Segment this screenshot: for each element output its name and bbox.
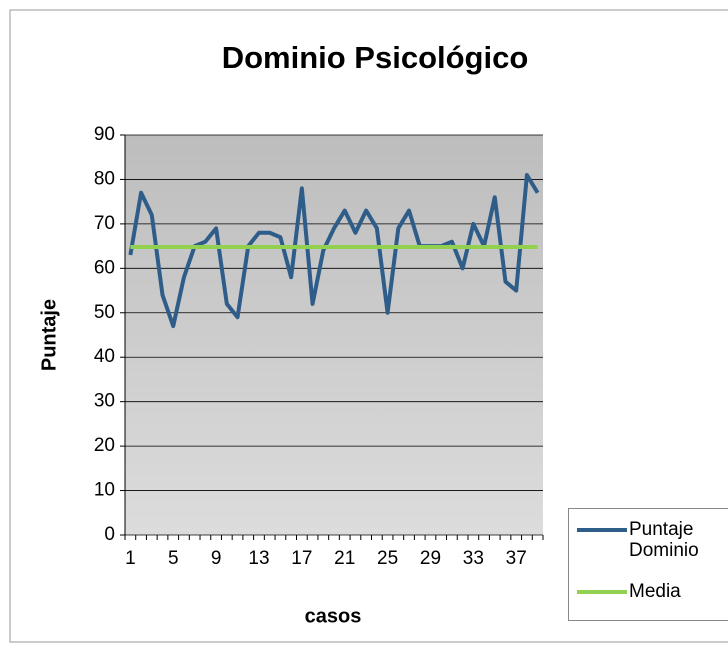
x-tick-label: 25 bbox=[377, 548, 398, 569]
x-tick-label: 21 bbox=[334, 548, 355, 569]
x-tick-label: 9 bbox=[211, 548, 222, 569]
y-tick-label: 40 bbox=[94, 346, 115, 367]
legend: Puntaje Dominio Media bbox=[568, 508, 728, 621]
x-tick-label: 29 bbox=[420, 548, 441, 569]
y-tick-label: 20 bbox=[94, 435, 115, 456]
chart-title: Dominio Psicológico bbox=[222, 40, 529, 75]
plot-area bbox=[125, 135, 543, 535]
y-tick-label: 0 bbox=[104, 524, 115, 545]
x-tick-label: 17 bbox=[291, 548, 312, 569]
y-tick-label: 80 bbox=[94, 168, 115, 189]
y-tick-label: 10 bbox=[94, 480, 115, 501]
y-tick-label: 50 bbox=[94, 302, 115, 323]
legend-swatch bbox=[577, 590, 627, 594]
legend-swatch bbox=[577, 528, 627, 532]
legend-label: Media bbox=[629, 581, 681, 602]
y-tick-label: 70 bbox=[94, 213, 115, 234]
x-axis-label: casos bbox=[305, 605, 362, 627]
x-tick-label: 13 bbox=[248, 548, 269, 569]
x-tick-label: 33 bbox=[463, 548, 484, 569]
y-tick-label: 30 bbox=[94, 391, 115, 412]
x-tick-label: 5 bbox=[168, 548, 179, 569]
y-axis-label: Puntaje bbox=[38, 299, 60, 371]
x-tick-label: 1 bbox=[125, 548, 136, 569]
legend-item: Media bbox=[577, 581, 719, 602]
y-tick-label: 90 bbox=[94, 124, 115, 145]
legend-label: Puntaje Dominio bbox=[629, 519, 699, 561]
legend-item: Puntaje Dominio bbox=[577, 519, 719, 561]
y-tick-label: 60 bbox=[94, 257, 115, 278]
data-line bbox=[128, 173, 540, 329]
x-tick-label: 37 bbox=[506, 548, 527, 569]
